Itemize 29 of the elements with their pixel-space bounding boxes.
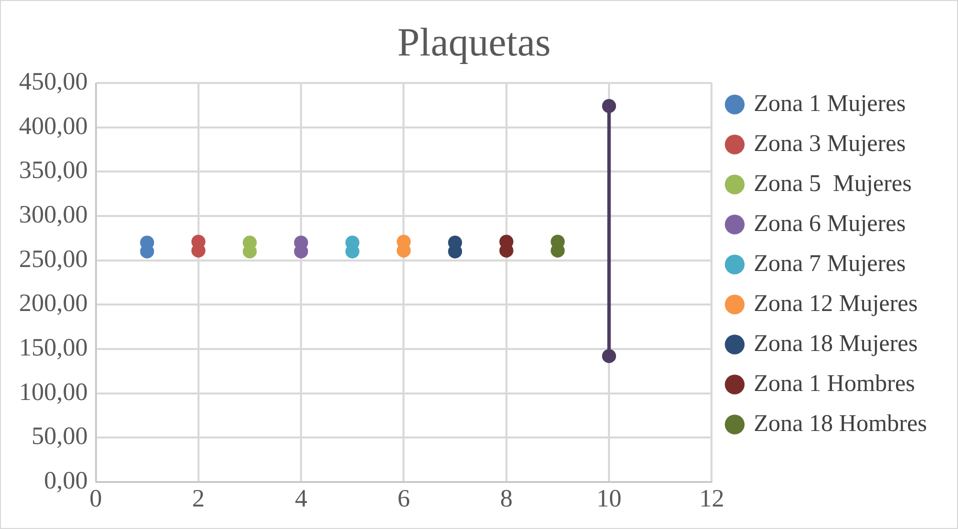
legend-label: Zona 7 Mujeres [754, 250, 906, 277]
y-tick-label: 350,00 [19, 157, 88, 184]
point [602, 99, 616, 114]
y-tick-label: 100,00 [19, 378, 88, 406]
legend-label: Zona 18 Hombres [754, 410, 927, 437]
legend-label: Zona 1 Mujeres [754, 90, 906, 117]
x-tick-label: 0 [90, 486, 102, 513]
legend-label: Zona 12 Mujeres [754, 290, 918, 317]
legend-label: Zona 18 Mujeres [754, 330, 918, 357]
legend-label: Zona 3 Mujeres [754, 130, 906, 157]
legend-label: Zona 6 Mujeres [754, 210, 906, 237]
y-tick-label: 150,00 [19, 334, 88, 362]
legend-label: Zona 1 Hombres [754, 370, 915, 397]
x-tick-label: 12 [699, 486, 724, 513]
x-tick-label: 4 [294, 486, 308, 513]
x-tick-label: 2 [192, 486, 205, 513]
y-tick-label: 450,00 [19, 68, 88, 96]
point [602, 349, 616, 364]
x-tick-label: 10 [596, 486, 622, 513]
legend-label: Zona 5 Mujeres [754, 170, 912, 197]
x-tick-label: 8 [500, 486, 513, 513]
y-tick-label: 0,00 [44, 468, 88, 495]
y-tick-label: 200,00 [19, 290, 88, 318]
chart-title: Plaquetas [397, 20, 551, 64]
y-tick-label: 400,00 [19, 112, 88, 140]
x-tick-label: 6 [397, 486, 410, 513]
y-tick-label: 50,00 [32, 423, 88, 450]
y-tick-label: 250,00 [19, 246, 88, 273]
y-tick-label: 300,00 [19, 202, 88, 229]
